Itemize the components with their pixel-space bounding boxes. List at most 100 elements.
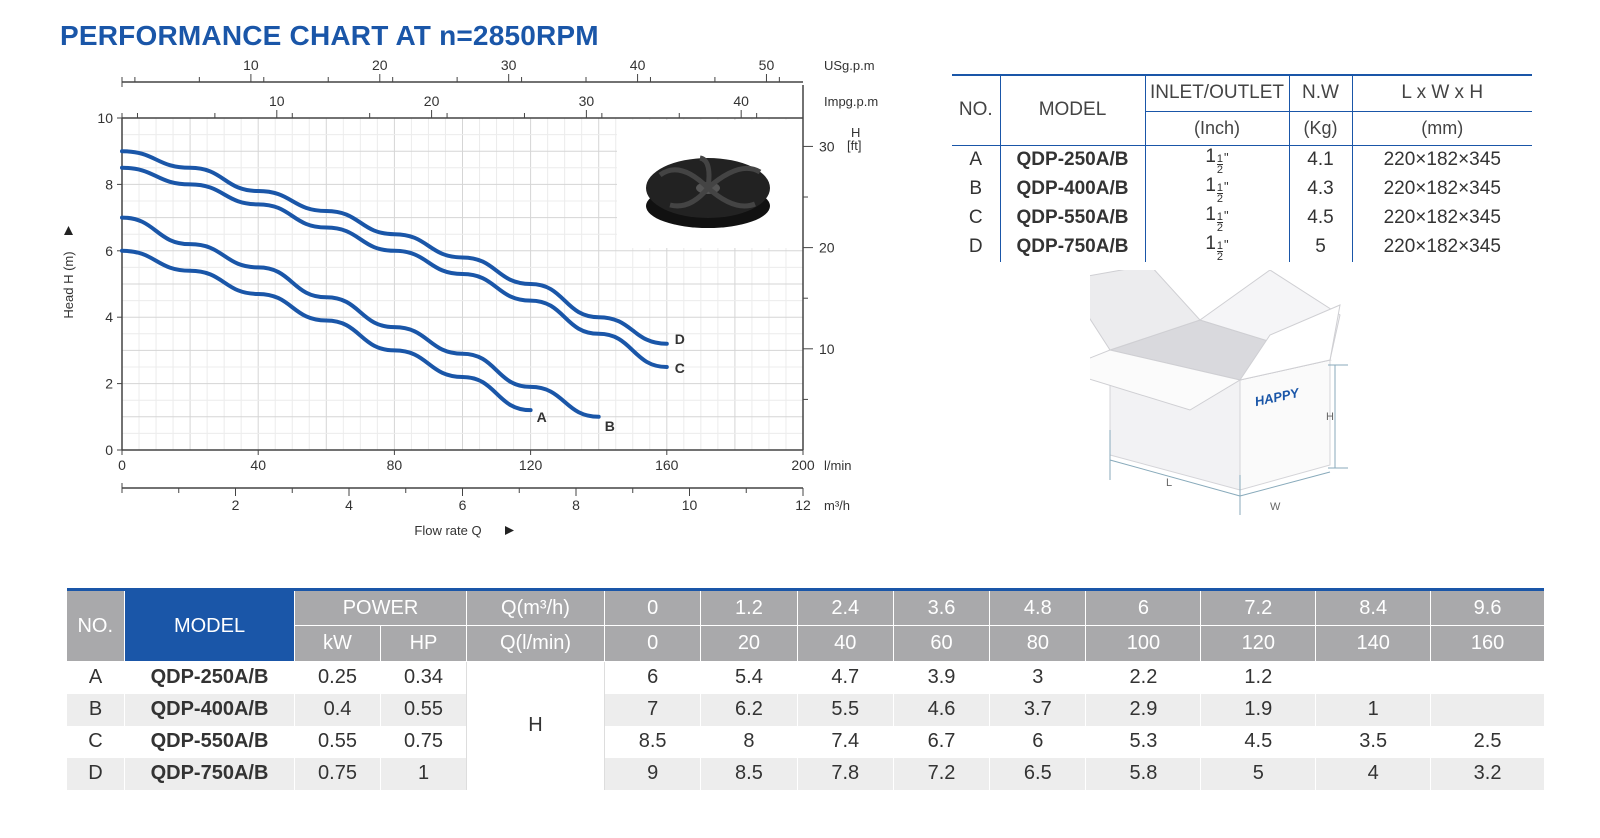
spec-cell-no: C [968,207,983,228]
perf-cell-h-value: 8.5 [603,725,701,758]
perf-cell-h-value: 4.5 [1200,725,1316,758]
perf-cell-kw: 0.75 [294,757,381,790]
perf-cell-h-value: 2.5 [1430,725,1544,758]
spec-header-dims-unit: (mm) [1351,110,1532,146]
series-label-b: B [605,418,615,434]
x-axis-arrow-icon [505,526,514,535]
perf-header-q5: 6 [1085,588,1201,626]
perf-header-power: POWER [294,588,467,626]
box-label-w: W [1270,501,1281,513]
perf-cell-kw: 0.4 [294,693,381,726]
inlet-numerator: 1 [1216,152,1224,165]
perf-cell-hp: 1 [380,757,467,790]
perf-cell-h-value: 4 [1315,757,1431,790]
carton-box-illustration: HAPPY H L W [1090,270,1348,515]
spec-cell-no: B [969,178,983,199]
y2-tick-label: 10 [819,341,835,357]
y-axis-arrow-icon [64,226,73,235]
x-unit-label: l/min [824,458,851,473]
spec-cell-inlet: 1 1 2 " [1144,145,1289,175]
series-line-b [120,215,601,419]
secondary-x-tick-label: 10 [682,497,698,513]
perf-cell-h-value: 9 [603,757,701,790]
perf-header-q7: 8.4 [1315,588,1431,626]
perf-cell-kw: 0.25 [294,661,381,694]
perf-header-l1: 20 [700,625,798,662]
spec-cell-inlet: 1 1 2 " [1144,174,1289,204]
table-row: A QDP-250A/B 0.25 0.34 H 6 5.4 4.7 3.9 3 2.2 1.2 [66,661,1544,790]
x-tick-label: 200 [791,457,815,473]
perf-cell-h-value: 5.8 [1085,757,1201,790]
perf-header-l3: 60 [892,625,990,662]
series-line-c [120,165,669,369]
y2-axis-label: H [851,125,860,140]
perf-cell-h-value: 6 [989,725,1086,758]
perf-cell-h-value: 5.5 [796,693,894,726]
spec-cell-model: QDP-550A/B [999,203,1145,233]
secondary-x-tick-label: 20 [424,93,440,109]
perf-header-q2: 2.4 [796,588,894,626]
spec-cell-nw: 4.5 [1288,203,1352,233]
secondary-x-tick-label: 30 [501,57,517,73]
spec-cell-dims: 220×182×345 [1351,145,1532,175]
spec-cell-no: A [969,149,983,170]
secondary-x-tick-label: 10 [269,93,285,109]
spec-cell-model: QDP-400A/B [999,174,1145,204]
page-title: PERFORMANCE CHART AT n=2850RPM [60,20,599,51]
spec-header-model: MODEL [999,74,1145,146]
perf-header-q0: 0 [603,588,701,626]
x-tick-label: 120 [519,457,543,473]
inlet-numerator: 1 [1216,210,1224,223]
perf-cell-h-value: 6.2 [700,693,798,726]
series-label-d: D [675,331,685,347]
x-tick-label: 0 [118,457,126,473]
table-row: C QDP-550A/B 0.55 0.75 8.5 8 7.4 6.7 6 5.3 4.5 3.5 2… [66,725,1544,758]
perf-cell-hp: 0.75 [380,725,467,758]
perf-header-l4: 80 [989,625,1086,662]
inlet-whole: 1 [1205,232,1216,254]
perf-cell-h-value: 7.4 [796,725,894,758]
spec-cell-no: D [968,236,983,257]
perf-cell-h-value: 4.6 [892,693,990,726]
spec-cell-model: QDP-250A/B [999,145,1145,175]
spec-header-no: NO. [952,74,1000,146]
spec-row: B QDP-400A/B 1 1 2 " 4.3 220×182×345 [952,174,1532,204]
y-tick-label: 8 [105,176,113,192]
performance-table: NO. MODEL POWER Q(m³/h) 0 1.2 2.4 3.6 4.… [66,588,1544,790]
series-line-a [120,248,533,413]
perf-header-l7: 140 [1315,625,1431,662]
perf-cell-hp: 0.55 [380,693,467,726]
series-label-c: C [675,360,685,376]
perf-header-l0: 0 [603,625,701,662]
perf-cell-hp: 0.34 [380,661,467,694]
perf-header-q-m3h: Q(m³/h) [466,588,605,626]
secondary-x-tick-label: 6 [459,497,467,513]
perf-cell-h-value: 3.7 [989,693,1086,726]
x-axis-label: Flow rate Q [414,523,481,538]
secondary-x-tick-label: 8 [572,497,580,513]
y2-tick-label: 20 [819,240,835,256]
perf-cell-h-value: 1.2 [1200,661,1316,694]
perf-cell-h-value: 8.5 [700,757,798,790]
inlet-numerator: 1 [1216,239,1224,252]
spec-cell-inlet: 1 1 2 " [1144,232,1289,262]
series-line-d [120,149,669,346]
spec-cell-nw: 4.3 [1288,174,1352,204]
perf-cell-no: A [66,661,125,694]
perf-cell-kw: 0.55 [294,725,381,758]
perf-cell-h-value: 5.4 [700,661,798,694]
perf-cell-model: QDP-250A/B [124,661,295,694]
secondary-x-tick-label: 50 [759,57,775,73]
perf-cell-model: QDP-550A/B [124,725,295,758]
perf-cell-h-value: 6.7 [892,725,990,758]
perf-cell-h-value: 1 [1315,693,1431,726]
spec-cell-nw: 5 [1288,232,1352,262]
perf-header-l8: 160 [1430,625,1544,662]
perf-cell-h-value: 5 [1200,757,1316,790]
spec-table: NO. MODEL INLET/OUTLET N.W L x W x H (In… [952,74,1532,262]
spec-cell-nw: 4.1 [1288,145,1352,175]
secondary-x-unit-label: Impg.p.m [824,94,878,109]
spec-row: D QDP-750A/B 1 1 2 " 5 220×182×345 [952,232,1532,262]
inlet-numerator: 1 [1216,181,1224,194]
perf-header-kw: kW [294,625,381,662]
